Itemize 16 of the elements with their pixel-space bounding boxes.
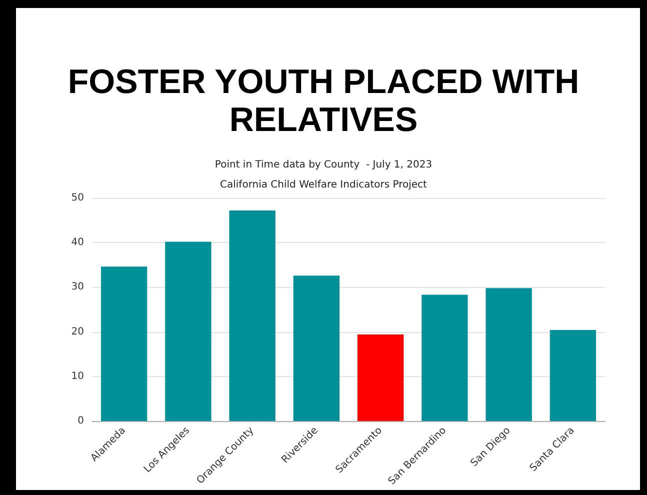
y-tick-label: 0 (78, 416, 84, 426)
y-tick-label: 20 (71, 326, 84, 338)
y-tick-label: 10 (71, 370, 84, 382)
y-tick-label: 30 (71, 282, 84, 293)
y-tick-label: 40 (71, 237, 84, 248)
bar (486, 288, 532, 421)
bar (100, 266, 148, 421)
bar (165, 242, 212, 421)
chart-subtitle: Point in Time data by County - July 1, 2023 California Child Welfare Indicators Project (214, 160, 432, 190)
bar (422, 294, 468, 421)
y-tick-label: 50 (71, 192, 84, 204)
bar (357, 334, 404, 421)
bar (550, 330, 596, 421)
bar (293, 276, 340, 421)
chart-title: FOSTER YOUTH PLACED WITH RELATIVES (68, 63, 580, 139)
bar (229, 210, 276, 421)
